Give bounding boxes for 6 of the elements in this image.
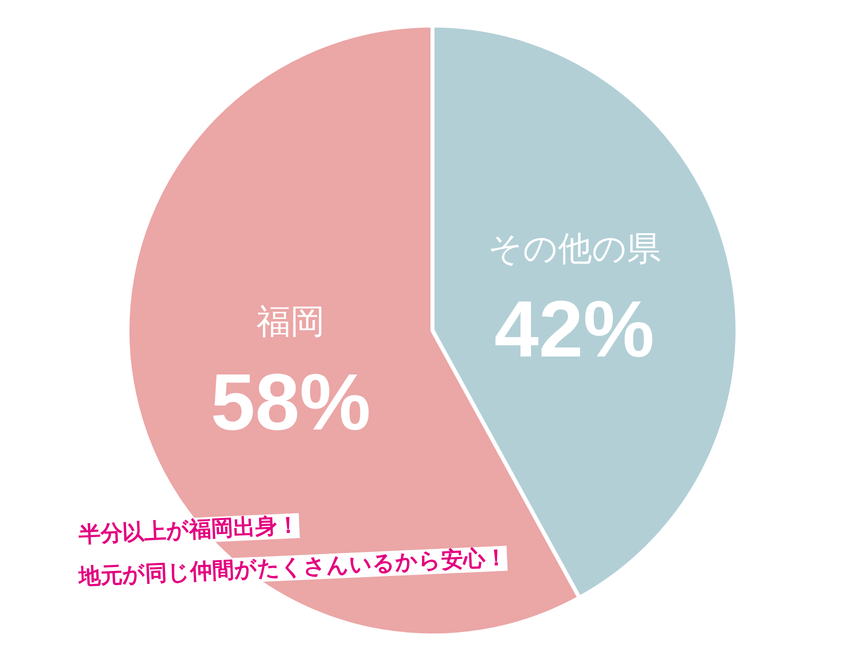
text: 半分以上が福岡出身！ <box>76 513 300 548</box>
data-label: 42% <box>494 284 654 374</box>
slice-label: 福岡 <box>256 302 325 342</box>
text: 地元が同じ仲間がたくさんいるから安心！ <box>76 544 508 590</box>
slice-label: その他の県 <box>488 229 661 270</box>
data-label: 58% <box>210 357 371 446</box>
